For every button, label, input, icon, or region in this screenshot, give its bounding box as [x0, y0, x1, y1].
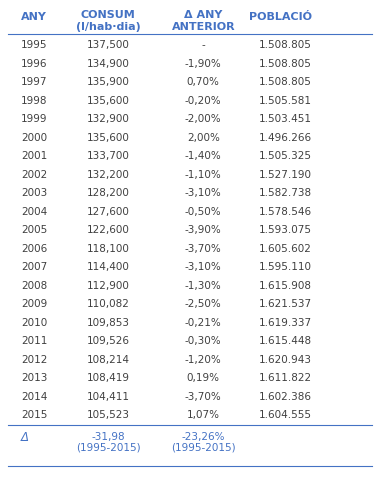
- Text: 104,411: 104,411: [87, 392, 130, 402]
- Text: 2010: 2010: [21, 318, 47, 328]
- Text: 1.505.325: 1.505.325: [259, 151, 312, 161]
- Text: 1.619.337: 1.619.337: [258, 318, 312, 328]
- Text: 109,853: 109,853: [87, 318, 130, 328]
- Text: 2009: 2009: [21, 299, 47, 309]
- Text: 109,526: 109,526: [87, 336, 130, 346]
- Text: 1,07%: 1,07%: [187, 410, 220, 420]
- Text: 135,900: 135,900: [87, 77, 130, 87]
- Text: -2,50%: -2,50%: [185, 299, 222, 309]
- Text: -0,20%: -0,20%: [185, 96, 222, 106]
- Text: -31,98: -31,98: [92, 432, 125, 443]
- Text: 2012: 2012: [21, 355, 47, 364]
- Text: 0,19%: 0,19%: [187, 373, 220, 383]
- Text: 132,200: 132,200: [87, 170, 130, 179]
- Text: (1995-2015): (1995-2015): [76, 443, 141, 452]
- Text: 1.595.110: 1.595.110: [259, 262, 312, 272]
- Text: -0,50%: -0,50%: [185, 207, 222, 217]
- Text: 1.508.805: 1.508.805: [259, 77, 312, 87]
- Text: -3,70%: -3,70%: [185, 243, 222, 254]
- Text: 128,200: 128,200: [87, 188, 130, 198]
- Text: 132,900: 132,900: [87, 114, 130, 124]
- Text: 2003: 2003: [21, 188, 47, 198]
- Text: 135,600: 135,600: [87, 133, 130, 143]
- Text: -3,10%: -3,10%: [185, 188, 222, 198]
- Text: 1.593.075: 1.593.075: [259, 225, 312, 235]
- Text: 133,700: 133,700: [87, 151, 130, 161]
- Text: 2015: 2015: [21, 410, 47, 420]
- Text: -: -: [201, 40, 205, 50]
- Text: 2001: 2001: [21, 151, 47, 161]
- Text: 2000: 2000: [21, 133, 47, 143]
- Text: 1.605.602: 1.605.602: [259, 243, 312, 254]
- Text: 122,600: 122,600: [87, 225, 130, 235]
- Text: (1995-2015): (1995-2015): [171, 443, 236, 452]
- Text: 2005: 2005: [21, 225, 47, 235]
- Text: -1,20%: -1,20%: [185, 355, 222, 364]
- Text: -0,21%: -0,21%: [185, 318, 222, 328]
- Text: 1.615.908: 1.615.908: [259, 281, 312, 291]
- Text: ANY: ANY: [21, 12, 47, 22]
- Text: 1.527.190: 1.527.190: [259, 170, 312, 179]
- Text: 114,400: 114,400: [87, 262, 130, 272]
- Text: 1.615.448: 1.615.448: [258, 336, 312, 346]
- Text: -1,10%: -1,10%: [185, 170, 222, 179]
- Text: 0,70%: 0,70%: [187, 77, 220, 87]
- Text: 1.621.537: 1.621.537: [258, 299, 312, 309]
- Text: 108,419: 108,419: [87, 373, 130, 383]
- Text: 127,600: 127,600: [87, 207, 130, 217]
- Text: 2006: 2006: [21, 243, 47, 254]
- Text: ANTERIOR: ANTERIOR: [171, 22, 235, 32]
- Text: -3,90%: -3,90%: [185, 225, 222, 235]
- Text: 108,214: 108,214: [87, 355, 130, 364]
- Text: 1.611.822: 1.611.822: [258, 373, 312, 383]
- Text: 1.620.943: 1.620.943: [259, 355, 312, 364]
- Text: 134,900: 134,900: [87, 58, 130, 69]
- Text: Δ: Δ: [21, 431, 29, 444]
- Text: 2007: 2007: [21, 262, 47, 272]
- Text: 2013: 2013: [21, 373, 47, 383]
- Text: 1.496.266: 1.496.266: [258, 133, 312, 143]
- Text: 1.508.805: 1.508.805: [259, 58, 312, 69]
- Text: -23,26%: -23,26%: [182, 432, 225, 443]
- Text: 1996: 1996: [21, 58, 48, 69]
- Text: 2004: 2004: [21, 207, 47, 217]
- Text: 1.505.581: 1.505.581: [259, 96, 312, 106]
- Text: 1.582.738: 1.582.738: [258, 188, 312, 198]
- Text: -0,30%: -0,30%: [185, 336, 222, 346]
- Text: 2008: 2008: [21, 281, 47, 291]
- Text: 1995: 1995: [21, 40, 48, 50]
- Text: POBLACIÓ: POBLACIÓ: [249, 12, 312, 22]
- Text: 105,523: 105,523: [87, 410, 130, 420]
- Text: 135,600: 135,600: [87, 96, 130, 106]
- Text: -1,40%: -1,40%: [185, 151, 222, 161]
- Text: 1997: 1997: [21, 77, 48, 87]
- Text: 1.578.546: 1.578.546: [258, 207, 312, 217]
- Text: 1.508.805: 1.508.805: [259, 40, 312, 50]
- Text: 137,500: 137,500: [87, 40, 130, 50]
- Text: 2011: 2011: [21, 336, 47, 346]
- Text: 2002: 2002: [21, 170, 47, 179]
- Text: 1998: 1998: [21, 96, 48, 106]
- Text: 1.602.386: 1.602.386: [259, 392, 312, 402]
- Text: 1.604.555: 1.604.555: [259, 410, 312, 420]
- Text: 2,00%: 2,00%: [187, 133, 220, 143]
- Text: 118,100: 118,100: [87, 243, 130, 254]
- Text: -3,10%: -3,10%: [185, 262, 222, 272]
- Text: 1.503.451: 1.503.451: [259, 114, 312, 124]
- Text: 110,082: 110,082: [87, 299, 130, 309]
- Text: 1999: 1999: [21, 114, 48, 124]
- Text: (l/hab·dia): (l/hab·dia): [76, 22, 141, 32]
- Text: 112,900: 112,900: [87, 281, 130, 291]
- Text: -1,30%: -1,30%: [185, 281, 222, 291]
- Text: -2,00%: -2,00%: [185, 114, 222, 124]
- Text: Δ ANY: Δ ANY: [184, 10, 222, 20]
- Text: -1,90%: -1,90%: [185, 58, 222, 69]
- Text: 2014: 2014: [21, 392, 47, 402]
- Text: -3,70%: -3,70%: [185, 392, 222, 402]
- Text: CONSUM: CONSUM: [81, 10, 136, 20]
